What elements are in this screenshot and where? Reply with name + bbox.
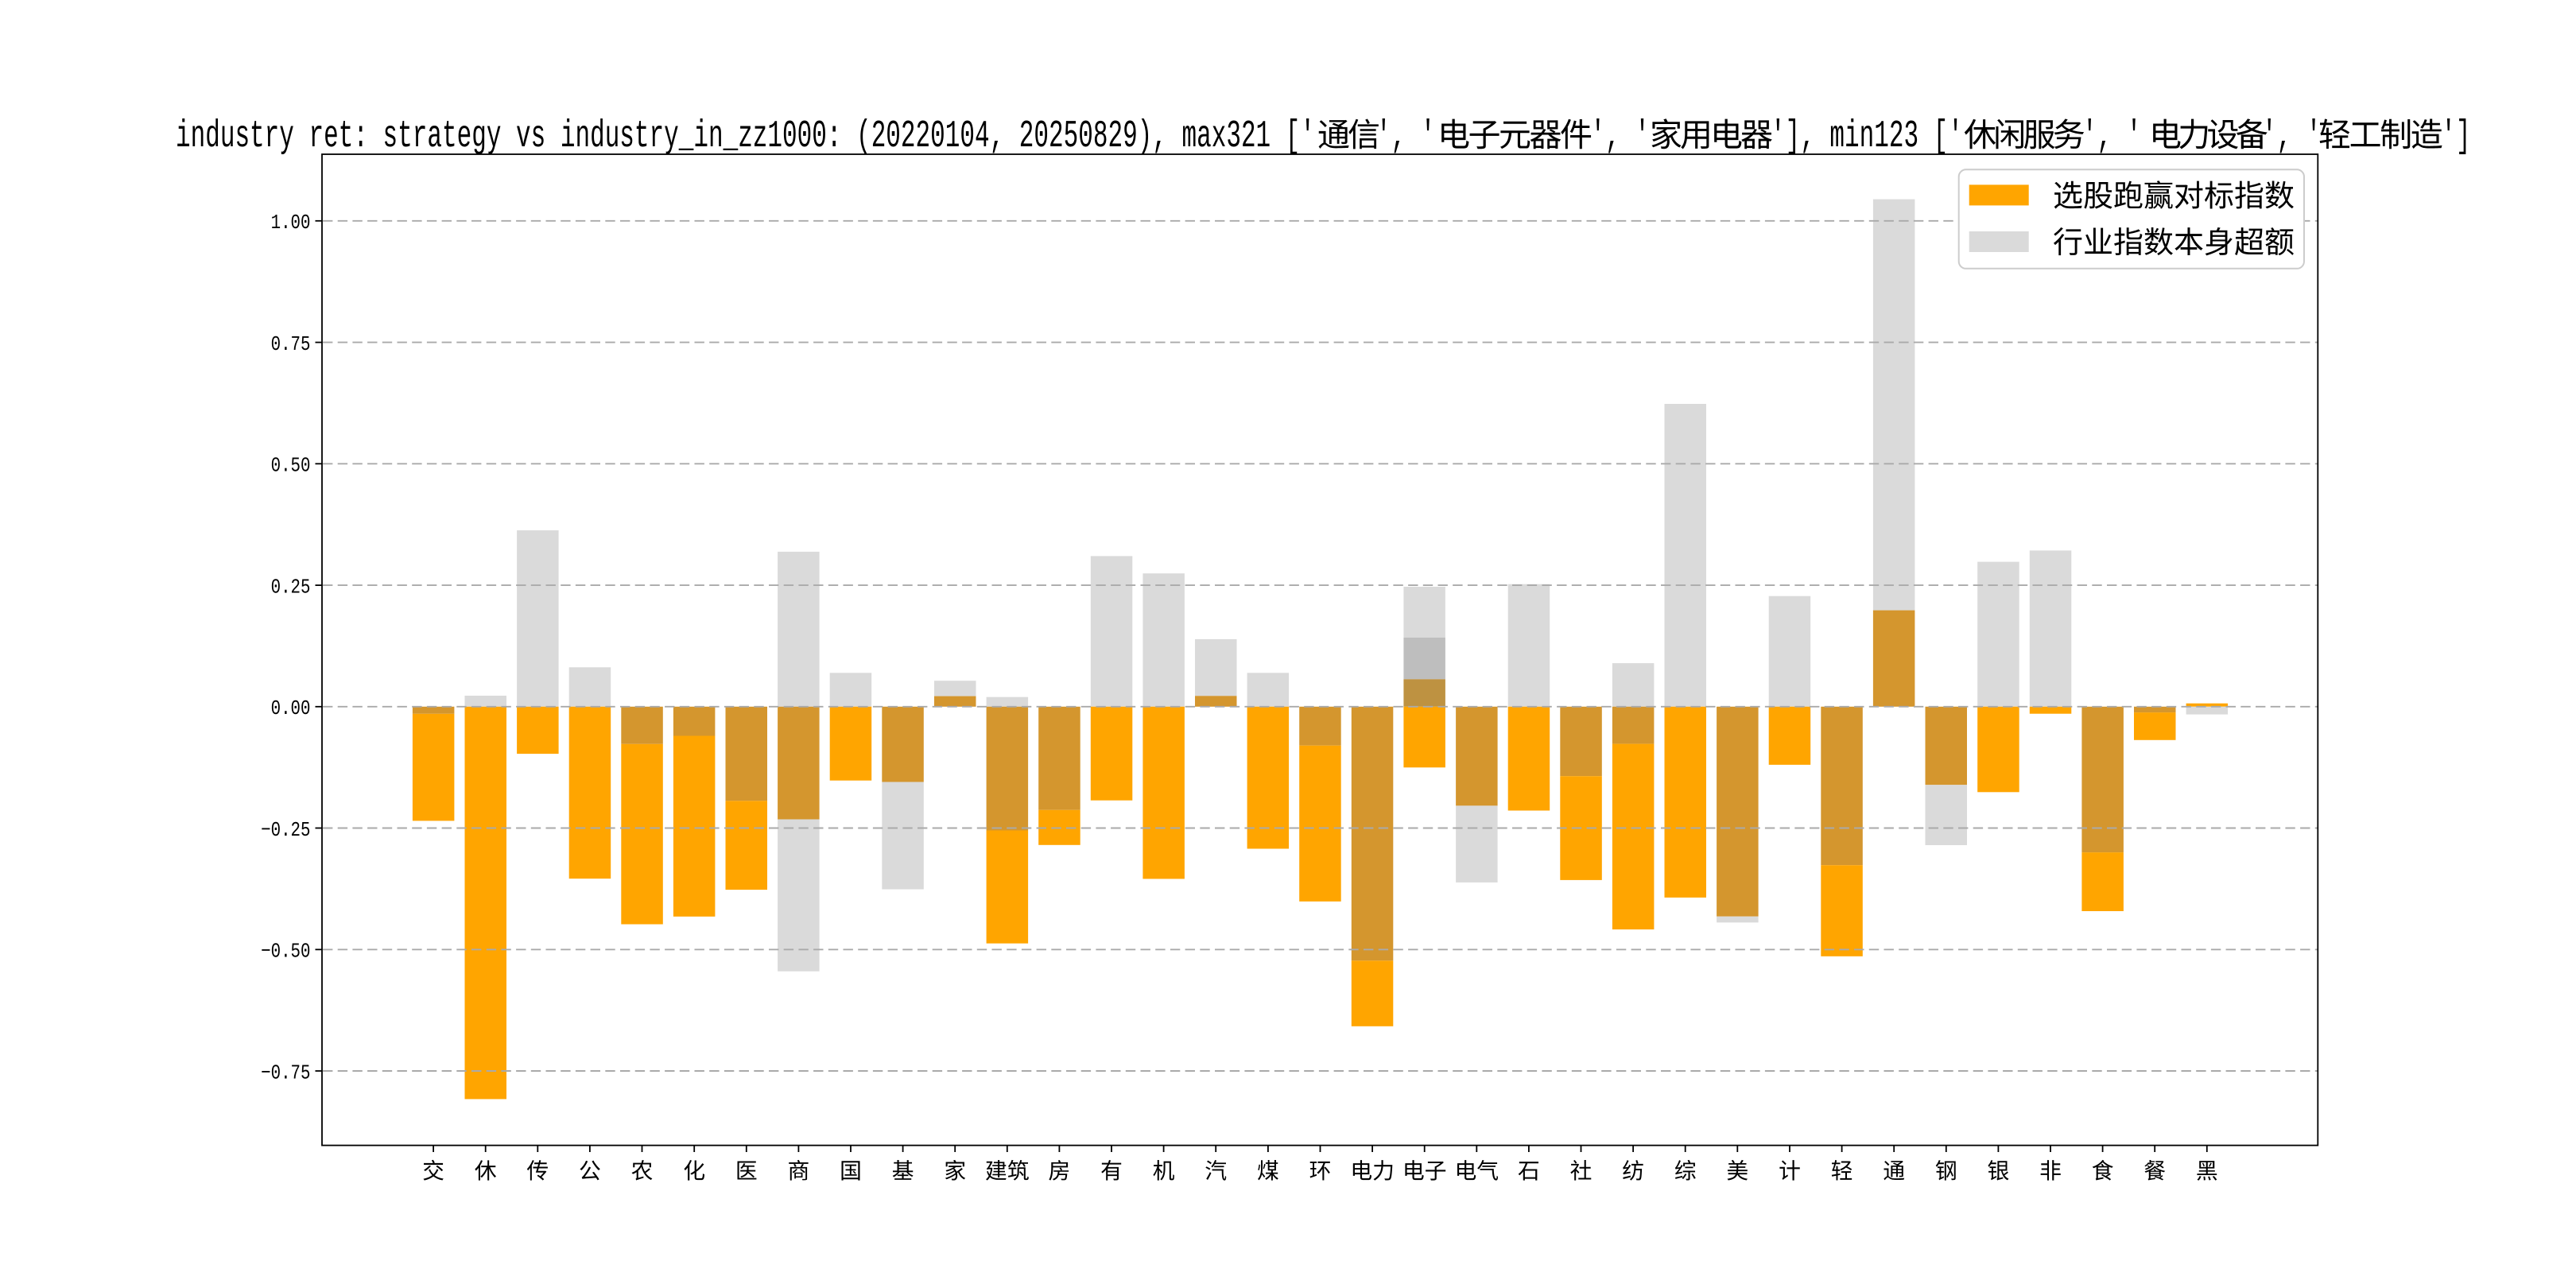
- svg-text:', ': ', ': [1376, 115, 1435, 159]
- svg-text:0.75: 0.75: [271, 333, 311, 357]
- svg-text:−0.75: −0.75: [261, 1061, 310, 1085]
- svg-text:−0.50: −0.50: [261, 941, 310, 964]
- svg-text:', ': ', ': [2262, 115, 2321, 159]
- svg-text:0.00: 0.00: [271, 697, 311, 721]
- svg-text:1.00: 1.00: [271, 211, 311, 235]
- svg-text:0.25: 0.25: [271, 576, 311, 599]
- svg-text:'], min123 [': '], min123 [': [1771, 115, 1963, 159]
- svg-text:industry ret: strategy vs indu: industry ret: strategy vs industry_in_zz…: [176, 115, 1315, 159]
- svg-text:']: ']: [2441, 115, 2470, 159]
- svg-text:0.50: 0.50: [271, 455, 311, 479]
- svg-text:', ': ', ': [1591, 115, 1650, 159]
- svg-text:−0.25: −0.25: [261, 819, 310, 843]
- svg-text:', ': ', ': [2082, 115, 2141, 159]
